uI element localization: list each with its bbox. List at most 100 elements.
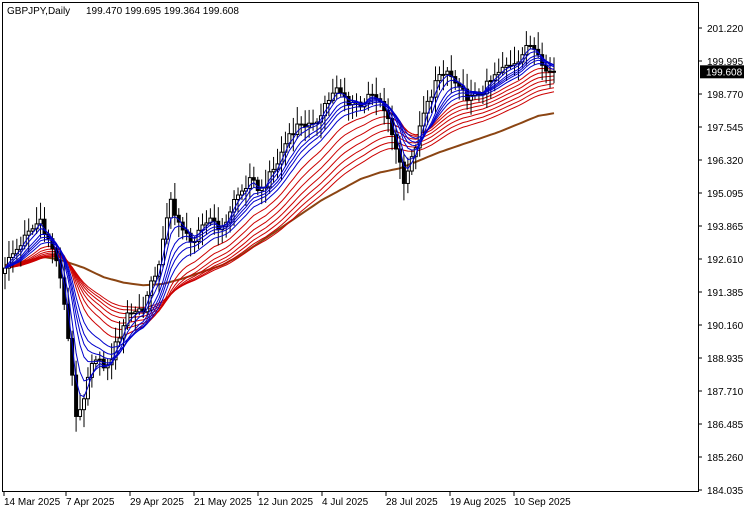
candle xyxy=(10,240,15,273)
candle xyxy=(26,218,31,252)
current-price-tag-label: 199.608 xyxy=(706,67,743,78)
price-tick-label: 197.545 xyxy=(707,123,744,134)
price-tick-label: 185.260 xyxy=(707,453,744,464)
candle xyxy=(469,79,474,115)
current-price-tag: 199.608 xyxy=(700,65,744,79)
candle xyxy=(172,182,177,226)
long-ema-line xyxy=(4,67,555,338)
time-tick-label: 7 Apr 2025 xyxy=(66,497,115,508)
candle-body xyxy=(157,264,162,277)
candle-body xyxy=(97,358,102,361)
candle xyxy=(204,210,209,235)
candle xyxy=(552,57,556,84)
candle xyxy=(488,75,493,99)
short-ema-line xyxy=(4,57,555,360)
candle-body xyxy=(295,123,300,135)
price-tick-label: 193.865 xyxy=(707,222,744,233)
price-tick-label: 201.220 xyxy=(707,24,744,35)
candle-body xyxy=(401,161,406,184)
candle-body xyxy=(30,228,35,232)
candle xyxy=(133,306,138,331)
candle-body xyxy=(26,230,31,236)
trend-ma-group xyxy=(4,112,555,287)
plot-frame xyxy=(2,2,699,492)
price-tick-label: 184.035 xyxy=(707,486,744,497)
candle xyxy=(236,187,241,213)
candle xyxy=(208,208,213,227)
candle-body xyxy=(441,73,446,76)
price-tick-label: 186.485 xyxy=(707,420,744,431)
candle xyxy=(401,153,406,201)
long-ema-line xyxy=(4,75,555,324)
short-ema-line xyxy=(4,48,555,398)
candle-body xyxy=(113,341,118,361)
candle-body xyxy=(552,70,556,73)
short-ema-line xyxy=(4,51,555,382)
long-ema-ribbon xyxy=(4,67,555,338)
candle-body xyxy=(291,133,296,136)
candle-body xyxy=(74,374,79,417)
price-tick-label: 188.935 xyxy=(707,354,744,365)
candle xyxy=(117,320,122,347)
candle-body xyxy=(137,308,142,313)
candle-body xyxy=(524,44,529,56)
candle xyxy=(157,260,162,294)
candle xyxy=(548,57,553,88)
candle-body xyxy=(299,123,304,126)
candle-body xyxy=(386,110,391,120)
candle-body xyxy=(334,87,339,94)
chart-header-ohlc: 199.470 199.695 199.364 199.608 xyxy=(86,6,239,17)
candle xyxy=(78,393,83,421)
long-ema-line xyxy=(4,91,555,308)
price-tick-label: 190.160 xyxy=(707,321,744,332)
candle-body xyxy=(271,168,276,173)
candle-body xyxy=(236,194,241,200)
candle-body xyxy=(251,177,256,181)
candle xyxy=(251,166,256,188)
long-ema-line xyxy=(4,83,555,314)
candle-body xyxy=(409,156,414,172)
time-tick-label: 28 Jul 2025 xyxy=(386,497,438,508)
candle-body xyxy=(326,99,331,105)
candle xyxy=(504,57,509,81)
candle xyxy=(326,92,331,116)
candle-body xyxy=(437,74,442,82)
candle xyxy=(334,75,339,100)
candle-body xyxy=(469,94,474,101)
price-tick-label: 198.770 xyxy=(707,90,744,101)
candle xyxy=(405,157,410,194)
candle xyxy=(295,107,300,139)
candle-body xyxy=(10,253,15,258)
candle-body xyxy=(153,275,158,282)
candle-body xyxy=(338,87,343,94)
long-ema-line xyxy=(4,87,555,311)
candle xyxy=(299,116,304,136)
time-tick-label: 12 Jun 2025 xyxy=(258,497,313,508)
candle-body xyxy=(81,398,86,411)
candle-body xyxy=(204,222,209,226)
candle-body xyxy=(212,217,217,222)
candle-body xyxy=(89,363,94,378)
price-axis: 201.220 199.995 198.770 197.545 196.320 195.0… xyxy=(698,24,744,497)
short-ema-line xyxy=(4,63,555,349)
time-tick-label: 10 Sep 2025 xyxy=(514,497,571,508)
candle xyxy=(89,354,94,388)
candle-body xyxy=(133,311,138,314)
candle-body xyxy=(129,312,134,315)
candle-body xyxy=(247,177,252,190)
candle xyxy=(528,35,533,50)
candle xyxy=(81,394,86,428)
candle-body xyxy=(58,260,63,279)
candle-body xyxy=(239,190,244,196)
time-tick-label: 14 Mar 2025 xyxy=(4,497,61,508)
time-tick-label: 4 Jul 2025 xyxy=(322,497,369,508)
trend-ma-line xyxy=(4,112,555,287)
candle-body xyxy=(370,93,375,96)
candle-body xyxy=(548,70,553,73)
candle-body xyxy=(168,198,173,219)
candle-body xyxy=(101,358,106,369)
candle-body xyxy=(465,88,470,101)
candle xyxy=(386,98,391,133)
